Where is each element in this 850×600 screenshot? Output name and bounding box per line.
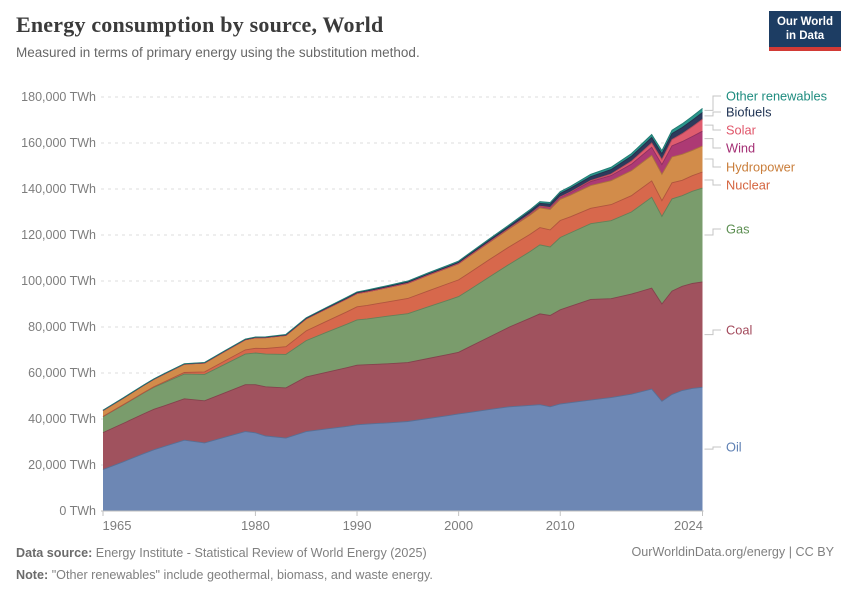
legend-item-biofuels[interactable]: Biofuels: [726, 104, 772, 119]
legend-connector-wind: [704, 138, 721, 149]
area-top-edge-nuclear: [102, 171, 703, 417]
legend-item-solar[interactable]: Solar: [726, 122, 757, 137]
area-top-edge-oil: [102, 386, 703, 471]
legend-item-coal[interactable]: Coal: [726, 322, 752, 337]
footer-source-line: Data source: Energy Institute - Statisti…: [16, 542, 433, 564]
y-tick-label-140000: 140,000 TWh: [21, 182, 96, 196]
owid-logo-line2: in Data: [785, 29, 825, 42]
owid-logo-line1: Our World: [776, 16, 833, 28]
legend-item-oil[interactable]: Oil: [726, 439, 742, 454]
legend-connector-biofuels: [704, 111, 721, 117]
legend-item-wind[interactable]: Wind: [726, 140, 755, 155]
y-tick-label-20000: 20,000 TWh: [28, 458, 96, 472]
page-title: Energy consumption by source, World: [16, 12, 384, 37]
legend-connector-oil: [704, 446, 721, 450]
footer-note-line: Note: "Other renewables" include geother…: [16, 564, 433, 586]
legend-item-hydropower[interactable]: Hydropower: [726, 159, 796, 174]
footer-link[interactable]: OurWorldinData.org/energy | CC BY: [631, 545, 834, 559]
owid-logo: Our World in Data: [769, 11, 841, 51]
x-tick-label-1990: 1990: [343, 518, 372, 533]
x-tick-label-2000: 2000: [444, 518, 473, 533]
footer-source-label: Data source:: [16, 546, 93, 560]
legend-connector-gas: [704, 228, 721, 236]
area-top-edge-coal: [102, 281, 703, 434]
y-tick-label-160000: 160,000 TWh: [21, 136, 96, 150]
footer-source-text: Energy Institute - Statistical Review of…: [95, 546, 427, 560]
y-tick-label-120000: 120,000 TWh: [21, 228, 96, 242]
y-tick-label-0: 0 TWh: [59, 504, 96, 518]
y-tick-label-80000: 80,000 TWh: [28, 320, 96, 334]
page-subtitle: Measured in terms of primary energy usin…: [16, 45, 420, 60]
footer-notes: Data source: Energy Institute - Statisti…: [16, 542, 433, 586]
legend-connector-coal: [704, 329, 721, 336]
x-tick-label-2010: 2010: [546, 518, 575, 533]
y-tick-label-180000: 180,000 TWh: [21, 90, 96, 104]
legend-item-other-renewables[interactable]: Other renewables: [726, 88, 827, 103]
area-oil[interactable]: [103, 387, 703, 511]
legend-connector-hydropower: [704, 158, 721, 168]
area-gas[interactable]: [103, 188, 703, 433]
footer-note-text: "Other renewables" include geothermal, b…: [51, 568, 433, 582]
x-tick-label-1965: 1965: [103, 518, 132, 533]
x-tick-label-1980: 1980: [241, 518, 270, 533]
legend-connector-other-renewables: [704, 95, 721, 111]
x-tick-label-2024: 2024: [674, 518, 703, 533]
y-tick-label-60000: 60,000 TWh: [28, 366, 96, 380]
y-tick-label-100000: 100,000 TWh: [21, 274, 96, 288]
legend-item-gas[interactable]: Gas: [726, 221, 749, 236]
area-nuclear[interactable]: [103, 172, 703, 417]
legend-connector-nuclear: [704, 179, 721, 186]
area-top-edge-other-renewables: [102, 108, 703, 411]
area-wind[interactable]: [103, 131, 703, 411]
footer-note-label: Note:: [16, 568, 49, 582]
area-coal[interactable]: [103, 281, 703, 470]
area-hydropower[interactable]: [103, 146, 703, 417]
legend-connector-solar: [704, 124, 721, 131]
legend-item-nuclear[interactable]: Nuclear: [726, 177, 771, 192]
area-top-edge-gas: [102, 187, 703, 418]
y-tick-label-40000: 40,000 TWh: [28, 412, 96, 426]
